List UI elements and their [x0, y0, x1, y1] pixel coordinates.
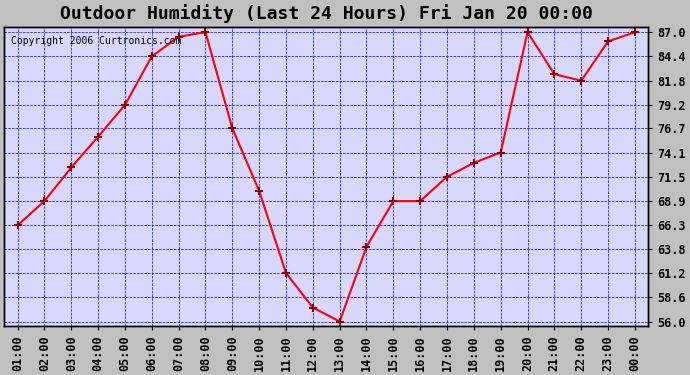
Text: Copyright 2006 Curtronics.com: Copyright 2006 Curtronics.com [10, 36, 181, 46]
Title: Outdoor Humidity (Last 24 Hours) Fri Jan 20 00:00: Outdoor Humidity (Last 24 Hours) Fri Jan… [60, 4, 593, 23]
